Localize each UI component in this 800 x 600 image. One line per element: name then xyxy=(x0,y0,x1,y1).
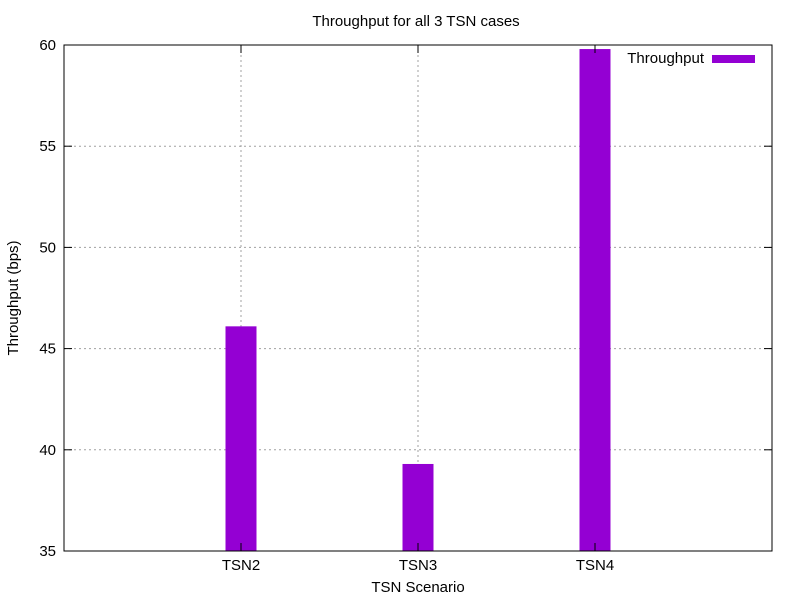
y-tick-label: 40 xyxy=(39,442,56,459)
legend-label: Throughput xyxy=(627,50,705,67)
y-tick-label: 45 xyxy=(39,341,56,358)
legend-swatch xyxy=(712,55,755,63)
x-tick-label: TSN4 xyxy=(576,557,614,574)
y-axis-ticks: 35 40 45 50 55 60 xyxy=(39,37,772,560)
bars-layer xyxy=(225,49,611,551)
x-axis-ticks: TSN2 TSN3 TSN4 xyxy=(222,45,614,574)
legend: Throughput xyxy=(627,50,755,67)
bar-tsn4 xyxy=(579,49,611,551)
y-tick-label: 55 xyxy=(39,138,56,155)
x-tick-label: TSN2 xyxy=(222,557,260,574)
chart-title: Throughput for all 3 TSN cases xyxy=(312,13,519,30)
bar-tsn3 xyxy=(402,463,434,551)
y-tick-label: 60 xyxy=(39,37,56,54)
x-tick-label: TSN3 xyxy=(399,557,437,574)
bar-tsn2 xyxy=(225,326,257,551)
plot-border xyxy=(63,44,773,552)
y-tick-label: 35 xyxy=(39,543,56,560)
x-axis-label: TSN Scenario xyxy=(371,579,464,596)
y-tick-label: 50 xyxy=(39,239,56,256)
y-axis-label: Throughput (bps) xyxy=(5,240,22,355)
